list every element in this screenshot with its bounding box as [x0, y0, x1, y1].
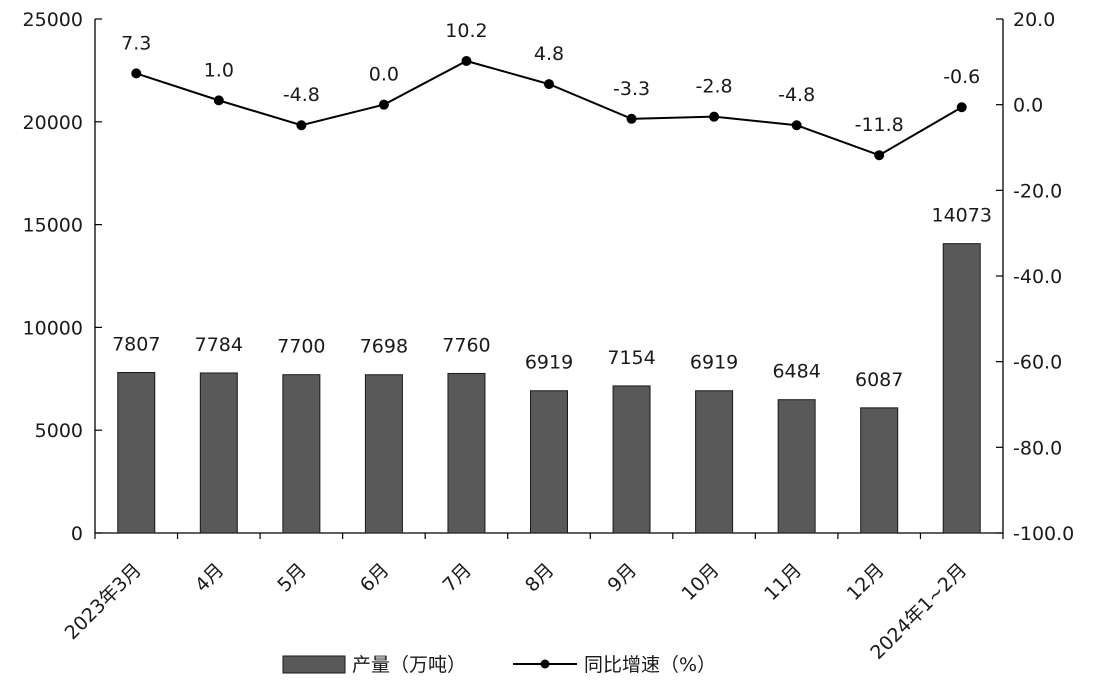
- bar: [860, 407, 899, 534]
- growth-value-label: -4.8: [778, 84, 815, 106]
- bar-value-label: 7760: [442, 334, 490, 356]
- x-tick-label: 4月: [191, 559, 229, 597]
- axes: 0 5000 10000 15000 20000 25000 -100.0 -80.0 -60.…: [23, 9, 1075, 664]
- x-tick-label: 5月: [273, 559, 311, 597]
- bar-value-label: 6087: [855, 369, 903, 391]
- x-tick-label: 9月: [604, 559, 642, 597]
- right-tick-label: 0.0: [1013, 95, 1043, 117]
- x-tick-label: 6月: [356, 559, 394, 597]
- growth-value-label: 7.3: [121, 32, 151, 54]
- legend-bar-swatch: [282, 655, 346, 674]
- bar: [199, 372, 238, 534]
- x-tick-label: 10月: [678, 559, 724, 605]
- right-tick-label: -60.0: [1013, 352, 1062, 374]
- growth-point: [626, 113, 637, 124]
- bar: [695, 390, 734, 534]
- right-tick-label: -20.0: [1013, 180, 1062, 202]
- bar-value-label: 7784: [195, 334, 243, 356]
- x-tick-label: 7月: [438, 559, 476, 597]
- growth-value-label: 0.0: [369, 64, 399, 86]
- bar: [942, 243, 981, 534]
- growth-point: [296, 120, 307, 131]
- bar: [447, 372, 486, 534]
- left-tick-label: 20000: [23, 112, 83, 134]
- bar-value-label: 7698: [360, 336, 408, 358]
- growth-value-label: 10.2: [445, 20, 487, 42]
- x-tick-label: 11月: [760, 559, 806, 605]
- growth-point: [131, 68, 142, 79]
- left-tick-label: 0: [71, 523, 83, 545]
- bars: [117, 243, 981, 534]
- growth-point: [544, 79, 554, 90]
- legend-bar-label: 产量（万吨）: [352, 654, 466, 676]
- growth-point: [461, 55, 472, 66]
- bar-value-label: 7807: [112, 333, 160, 355]
- bar-value-label: 6484: [772, 361, 820, 383]
- growth-value-label: 1.0: [204, 59, 234, 81]
- bar: [364, 374, 403, 534]
- bar-value-label: 6919: [690, 352, 738, 374]
- bar-value-label: 7700: [277, 336, 325, 358]
- legend: 产量（万吨） 同比增速（%）: [282, 654, 716, 676]
- data-labels: 7807 7784 7700 7698 7760 6919 7154 6919 6484 6087…: [112, 20, 992, 391]
- legend-line-marker: [540, 659, 550, 669]
- growth-point: [709, 111, 720, 122]
- bar: [612, 385, 651, 534]
- x-tick-label: 8月: [521, 559, 559, 597]
- growth-point: [956, 102, 967, 113]
- growth-value-label: -2.8: [696, 76, 733, 98]
- growth-value-label: -3.3: [613, 78, 650, 100]
- growth-value-label: 4.8: [534, 43, 564, 65]
- left-tick-label: 25000: [23, 9, 83, 31]
- growth-point: [791, 120, 802, 131]
- growth-value-label: -4.8: [283, 84, 320, 106]
- right-tick-label: -80.0: [1013, 437, 1062, 459]
- bar-value-label: 6919: [525, 352, 573, 374]
- growth-point: [378, 99, 389, 110]
- right-tick-label: 20.0: [1013, 9, 1055, 31]
- growth-value-label: -0.6: [943, 66, 980, 88]
- bar: [117, 371, 156, 534]
- bar-value-label: 14073: [932, 205, 992, 227]
- left-tick-label: 5000: [35, 420, 83, 442]
- growth-polyline: [135, 59, 963, 157]
- bar: [282, 374, 321, 534]
- growth-line: [131, 55, 967, 161]
- growth-value-label: -11.8: [855, 114, 904, 136]
- bar: [777, 399, 816, 534]
- right-tick-label: -100.0: [1013, 523, 1074, 545]
- left-tick-label: 15000: [23, 215, 83, 237]
- right-tick-label: -40.0: [1013, 266, 1062, 288]
- growth-point: [874, 150, 885, 161]
- bar-value-label: 7154: [607, 347, 655, 369]
- growth-point: [213, 95, 224, 106]
- x-tick-label: 12月: [843, 559, 889, 605]
- left-tick-label: 10000: [23, 317, 83, 339]
- bar: [530, 390, 568, 534]
- x-tick-label: 2023年3月: [61, 559, 146, 644]
- legend-line-label: 同比增速（%）: [584, 654, 716, 676]
